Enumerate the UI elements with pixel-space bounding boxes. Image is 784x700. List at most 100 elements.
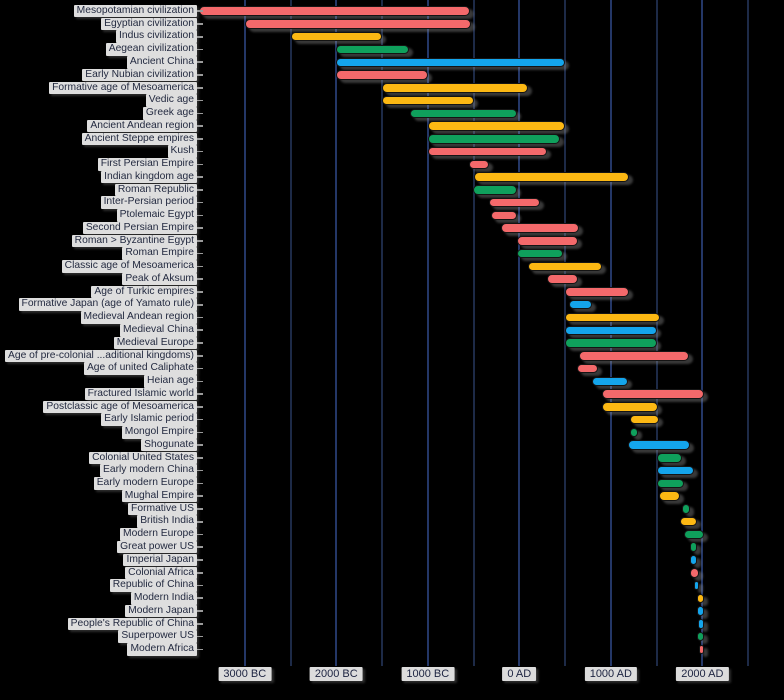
row-tick bbox=[197, 240, 203, 242]
row-tick bbox=[197, 342, 203, 344]
gridline-year--1500 bbox=[381, 0, 384, 666]
row-tick bbox=[197, 227, 203, 229]
row-tick bbox=[197, 648, 203, 651]
timeline-bar bbox=[427, 146, 547, 157]
x-tick-label: 1000 BC bbox=[401, 667, 455, 681]
row-tick bbox=[197, 99, 203, 102]
timeline-bar bbox=[628, 440, 691, 450]
row-tick bbox=[197, 584, 203, 587]
row-tick bbox=[197, 329, 203, 332]
gridline-year--1000 bbox=[426, 0, 429, 666]
timeline-bar bbox=[656, 453, 682, 463]
row-tick bbox=[197, 559, 203, 561]
timeline-bar bbox=[336, 44, 410, 55]
row-label: Vedic age bbox=[145, 94, 197, 107]
row-tick bbox=[197, 367, 203, 370]
row-label: Age of Turkic empires bbox=[91, 285, 197, 299]
gridline-year-2000 bbox=[701, 0, 704, 666]
timeline-bar bbox=[290, 31, 383, 42]
row-label: Formative age of Mesoamerica bbox=[49, 81, 197, 95]
row-tick bbox=[197, 571, 203, 574]
timeline-bar bbox=[427, 134, 561, 144]
row-tick bbox=[197, 457, 203, 459]
row-tick bbox=[197, 508, 203, 510]
row-tick bbox=[197, 214, 203, 217]
row-label: Early modern China bbox=[100, 464, 197, 477]
timeline-bar bbox=[199, 6, 470, 16]
row-label: Roman Empire bbox=[122, 247, 197, 260]
row-tick bbox=[197, 597, 203, 600]
x-tick-label: 2000 AD bbox=[676, 667, 729, 681]
row-label: British India bbox=[137, 515, 197, 528]
row-label: Egyptian civilization bbox=[101, 17, 197, 31]
timeline-bar bbox=[336, 70, 428, 80]
row-label: Roman Republic bbox=[114, 183, 197, 197]
row-tick bbox=[197, 316, 203, 319]
row-tick bbox=[197, 469, 203, 472]
row-tick bbox=[197, 431, 203, 434]
row-tick bbox=[197, 495, 203, 497]
row-label: Early modern Europe bbox=[93, 477, 197, 490]
row-label: Indus civilization bbox=[116, 30, 197, 43]
timeline-bar bbox=[568, 299, 592, 310]
timeline-bar bbox=[694, 580, 700, 591]
row-tick bbox=[197, 623, 203, 625]
row-tick bbox=[197, 163, 203, 166]
row-tick bbox=[197, 303, 203, 306]
row-tick bbox=[197, 61, 203, 64]
timeline-bar bbox=[656, 465, 695, 476]
row-tick bbox=[197, 635, 203, 638]
timeline-bar bbox=[689, 542, 698, 552]
timeline-bar bbox=[690, 555, 698, 565]
timeline-bar bbox=[681, 504, 690, 514]
gridline-year--3000 bbox=[243, 0, 246, 666]
timeline-bar bbox=[409, 108, 517, 119]
timeline-bar bbox=[629, 427, 638, 438]
row-label: Aegean civilization bbox=[105, 43, 197, 56]
row-label: Formative US bbox=[128, 502, 197, 516]
row-label: Kush bbox=[167, 145, 197, 158]
row-tick bbox=[197, 176, 203, 178]
gridline-year-0 bbox=[518, 0, 521, 666]
row-label: Imperial Japan bbox=[123, 553, 197, 567]
timeline-bar bbox=[697, 606, 705, 616]
timeline-bar bbox=[697, 593, 705, 604]
row-label: Medieval Andean region bbox=[80, 311, 197, 324]
row-label: First Persian Empire bbox=[97, 158, 197, 171]
row-label: Indian kingdom age bbox=[101, 170, 197, 184]
row-label: Modern India bbox=[130, 592, 197, 605]
row-tick bbox=[197, 418, 203, 421]
row-label: Age of united Caliphate bbox=[83, 362, 197, 375]
x-tick-label: 2000 BC bbox=[309, 667, 363, 681]
row-label: Greek age bbox=[142, 107, 197, 120]
row-label: Superpower US bbox=[118, 630, 197, 643]
timeline-bar bbox=[473, 172, 630, 182]
timeline-bar bbox=[680, 516, 698, 527]
row-label: Colonial United States bbox=[89, 451, 197, 465]
row-tick bbox=[197, 380, 203, 383]
row-tick bbox=[197, 444, 203, 446]
timeline-bar bbox=[684, 529, 705, 540]
row-label: Modern Africa bbox=[127, 643, 197, 656]
row-label: Ancient Steppe empires bbox=[81, 132, 197, 146]
row-tick bbox=[197, 189, 203, 191]
row-label: Medieval China bbox=[120, 324, 197, 337]
row-label: Mongol Empire bbox=[121, 426, 197, 439]
row-label: Fractured Islamic world bbox=[84, 387, 197, 401]
timeline-bar bbox=[591, 376, 628, 387]
row-label: Modern Japan bbox=[125, 604, 197, 618]
row-tick bbox=[197, 393, 203, 395]
gridline-year-1500 bbox=[655, 0, 658, 666]
timeline-bar bbox=[336, 57, 566, 67]
timeline-bar bbox=[516, 248, 563, 259]
row-tick bbox=[197, 520, 203, 523]
row-tick bbox=[197, 35, 203, 38]
timeline-bar bbox=[601, 389, 705, 399]
timeline-bar bbox=[565, 287, 630, 297]
timeline-bar bbox=[501, 223, 579, 233]
timeline-bar bbox=[382, 95, 474, 106]
timeline-bar bbox=[601, 402, 659, 412]
row-label: Postclassic age of Mesoamerica bbox=[43, 400, 197, 414]
row-tick bbox=[197, 406, 203, 408]
